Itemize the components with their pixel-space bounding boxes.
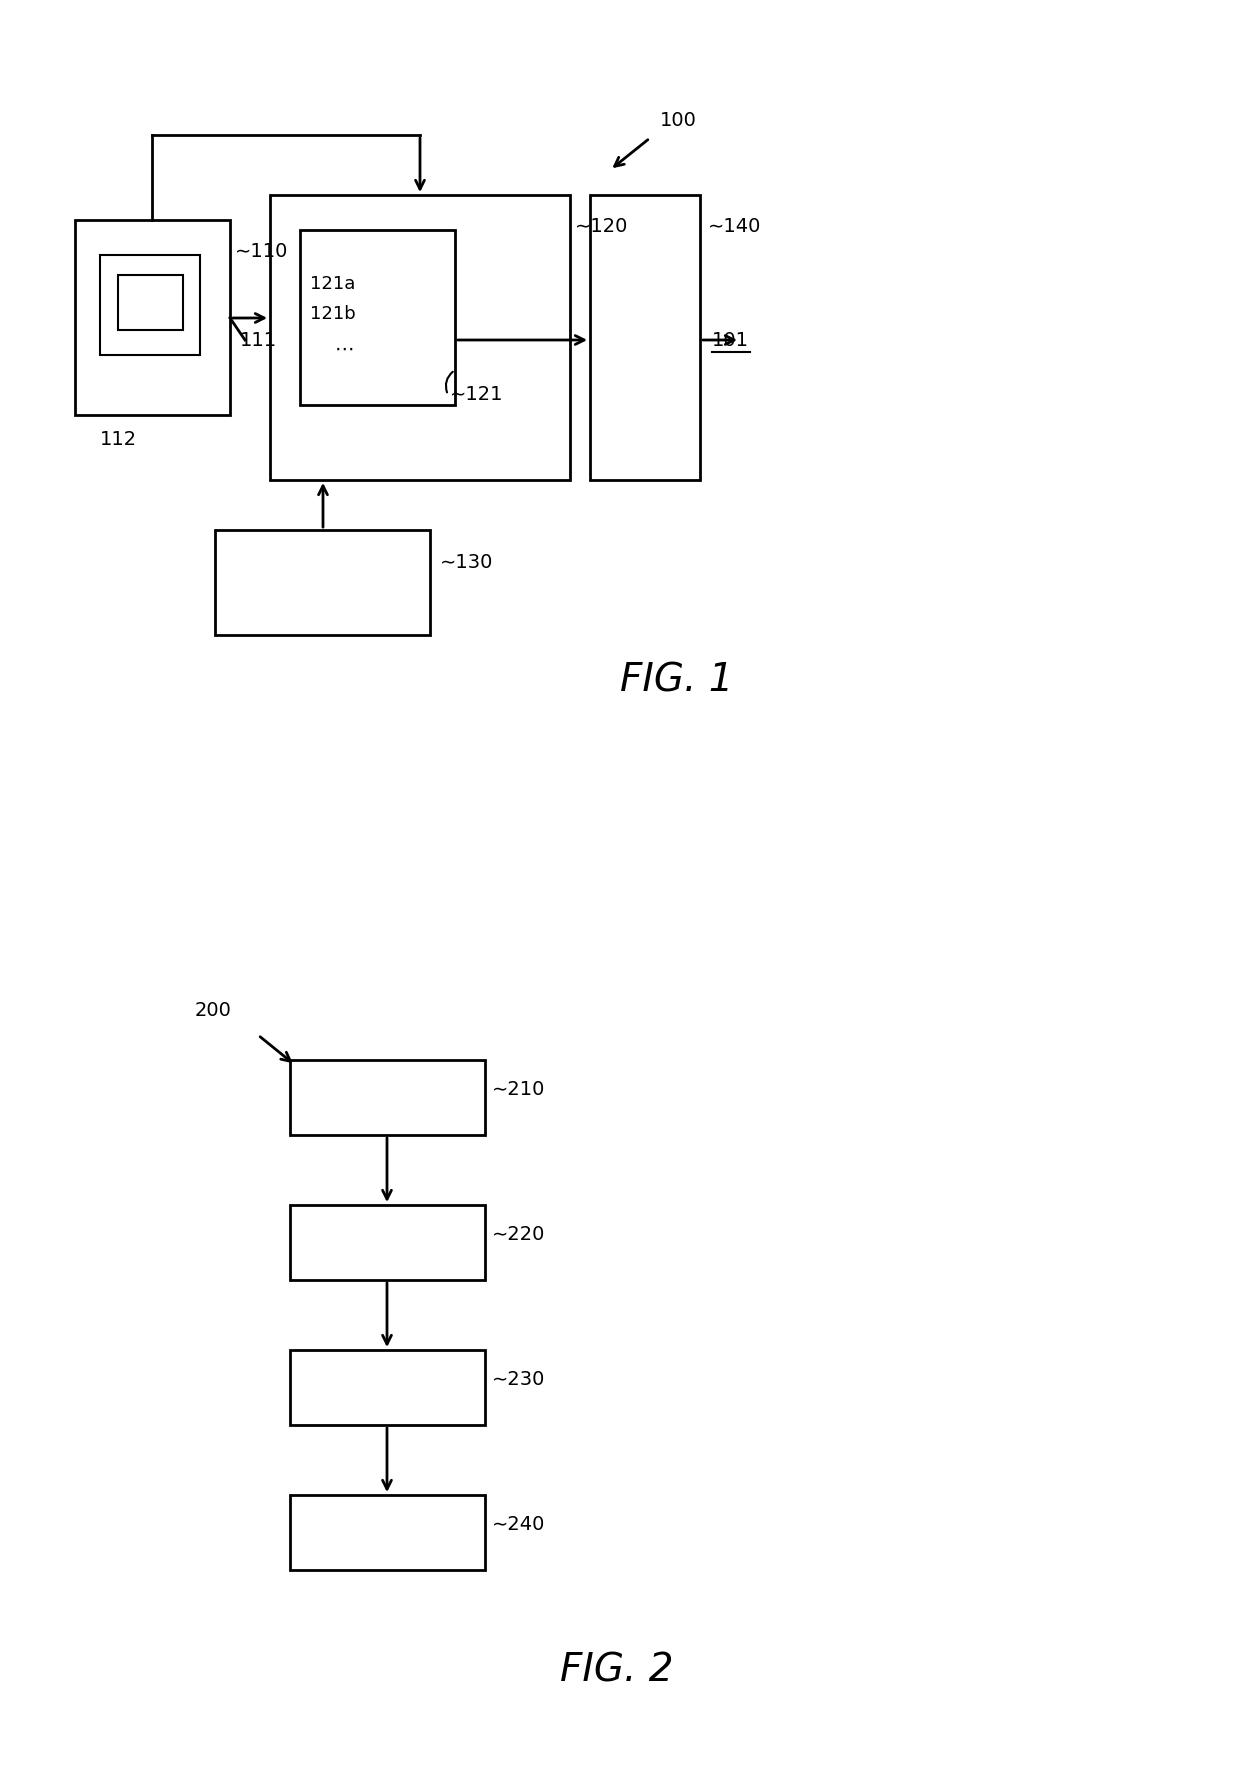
Text: ∼210: ∼210 xyxy=(492,1080,546,1098)
Text: ⋯: ⋯ xyxy=(335,339,355,359)
Text: ∼130: ∼130 xyxy=(440,553,494,572)
Text: 111: 111 xyxy=(241,331,277,350)
Bar xyxy=(590,195,701,480)
Text: 121a: 121a xyxy=(310,275,356,293)
Text: 101: 101 xyxy=(712,331,749,350)
Bar xyxy=(290,1205,485,1279)
Bar xyxy=(118,275,184,331)
Bar xyxy=(215,530,430,634)
Text: ∼120: ∼120 xyxy=(575,217,629,236)
Text: ∼240: ∼240 xyxy=(492,1516,546,1534)
Text: 100: 100 xyxy=(660,110,697,130)
Text: FIG. 1: FIG. 1 xyxy=(620,661,734,698)
Bar xyxy=(290,1494,485,1571)
Text: ∼121: ∼121 xyxy=(450,386,503,405)
Text: ∼230: ∼230 xyxy=(492,1370,546,1390)
Text: 200: 200 xyxy=(195,1000,232,1020)
Bar xyxy=(290,1351,485,1425)
Bar xyxy=(290,1061,485,1136)
Text: 112: 112 xyxy=(100,430,138,450)
Text: 121b: 121b xyxy=(310,306,356,323)
Bar xyxy=(100,256,200,355)
Bar xyxy=(300,229,455,405)
Bar xyxy=(74,220,229,416)
Text: ∼220: ∼220 xyxy=(492,1224,546,1244)
Text: ∼140: ∼140 xyxy=(708,217,761,236)
Text: ∼110: ∼110 xyxy=(236,242,289,261)
Bar xyxy=(270,195,570,480)
Text: FIG. 2: FIG. 2 xyxy=(560,1651,673,1688)
